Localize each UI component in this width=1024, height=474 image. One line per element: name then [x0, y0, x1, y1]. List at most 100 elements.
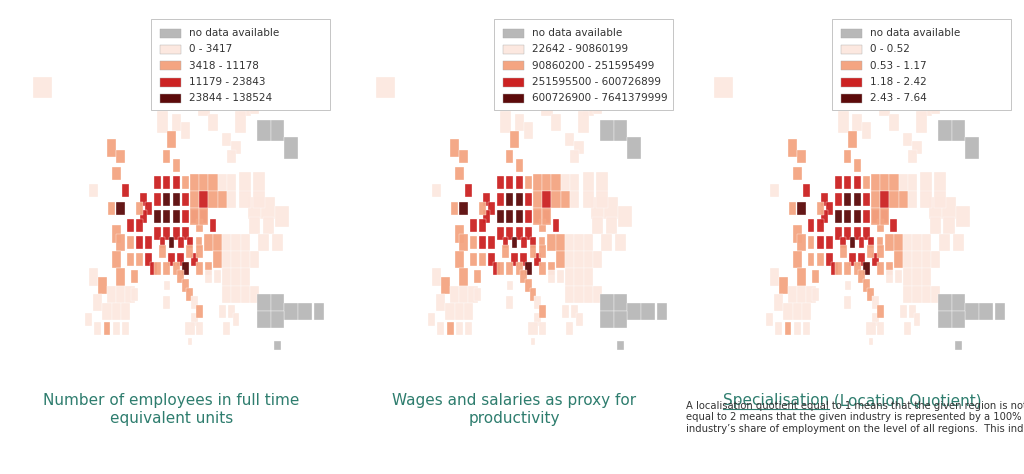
Bar	[584, 285, 593, 303]
Bar	[862, 122, 870, 139]
Bar	[817, 219, 823, 232]
Bar	[231, 251, 241, 268]
Bar	[103, 322, 111, 335]
Bar	[164, 150, 170, 163]
Bar	[164, 193, 170, 206]
Bar	[618, 206, 632, 228]
Bar	[474, 271, 481, 283]
Bar	[155, 210, 161, 223]
Bar	[554, 32, 567, 58]
Bar	[102, 303, 112, 320]
Bar	[539, 219, 546, 232]
Bar	[872, 296, 879, 309]
Bar	[450, 139, 459, 156]
Bar	[578, 111, 590, 133]
Bar	[566, 322, 573, 335]
Bar	[213, 234, 222, 251]
Bar	[912, 268, 922, 285]
Bar	[437, 322, 444, 335]
Text: no data available: no data available	[189, 28, 280, 38]
Bar	[503, 237, 508, 248]
Bar	[841, 28, 862, 38]
Bar	[510, 131, 519, 148]
Bar	[596, 191, 608, 208]
Bar	[613, 311, 628, 328]
Bar	[428, 313, 435, 326]
Bar	[904, 322, 911, 335]
Bar	[956, 206, 970, 228]
Bar	[841, 78, 862, 87]
Bar	[845, 228, 851, 240]
Bar	[574, 251, 584, 268]
Bar	[569, 191, 580, 208]
Bar	[877, 245, 884, 257]
Bar	[551, 114, 561, 131]
Bar	[922, 268, 931, 285]
Bar	[541, 94, 553, 116]
Bar	[641, 303, 655, 320]
Bar	[131, 288, 138, 301]
Bar	[498, 210, 504, 223]
Bar	[127, 236, 133, 249]
Bar	[140, 193, 147, 206]
Bar	[915, 111, 928, 133]
Bar	[474, 288, 481, 301]
Bar	[858, 271, 865, 283]
Bar	[507, 262, 513, 275]
Bar	[191, 296, 198, 309]
Bar	[194, 60, 205, 82]
Bar	[867, 288, 874, 301]
Bar	[605, 217, 617, 234]
Bar	[187, 237, 193, 248]
Bar	[131, 271, 138, 283]
Bar	[889, 191, 899, 208]
Bar	[232, 313, 240, 326]
Bar	[196, 305, 203, 318]
Bar	[854, 193, 860, 206]
Bar	[979, 303, 993, 320]
Bar	[889, 114, 899, 131]
Bar	[240, 191, 251, 208]
Bar	[921, 94, 932, 116]
Bar	[160, 28, 181, 38]
Bar	[938, 294, 951, 311]
Bar	[450, 285, 459, 303]
Bar	[551, 174, 561, 191]
Bar	[136, 201, 142, 215]
Bar	[169, 237, 174, 248]
Bar	[209, 191, 217, 208]
Bar	[456, 322, 463, 335]
Bar	[872, 253, 879, 266]
Bar	[479, 219, 485, 232]
Bar	[867, 32, 884, 58]
Bar	[173, 262, 179, 275]
Bar	[182, 176, 188, 189]
Bar	[528, 322, 538, 335]
Bar	[556, 234, 565, 251]
Bar	[217, 174, 227, 191]
Bar	[529, 245, 537, 257]
Bar	[117, 285, 125, 303]
Bar	[493, 262, 500, 275]
Bar	[934, 191, 946, 208]
Bar	[117, 268, 125, 285]
Bar	[445, 303, 455, 320]
Bar	[204, 234, 213, 251]
Bar	[798, 150, 807, 163]
Bar	[196, 219, 203, 232]
Bar	[934, 172, 946, 193]
Bar	[531, 338, 535, 345]
Bar	[180, 122, 190, 139]
Bar	[483, 210, 490, 223]
Bar	[164, 228, 170, 240]
Bar	[530, 237, 536, 248]
Bar	[213, 251, 222, 268]
Bar	[574, 285, 584, 303]
Bar	[270, 120, 285, 141]
Bar	[793, 225, 802, 243]
Bar	[535, 210, 541, 223]
Bar	[182, 193, 188, 206]
Bar	[911, 77, 923, 99]
Bar	[628, 303, 641, 320]
Bar	[479, 201, 485, 215]
